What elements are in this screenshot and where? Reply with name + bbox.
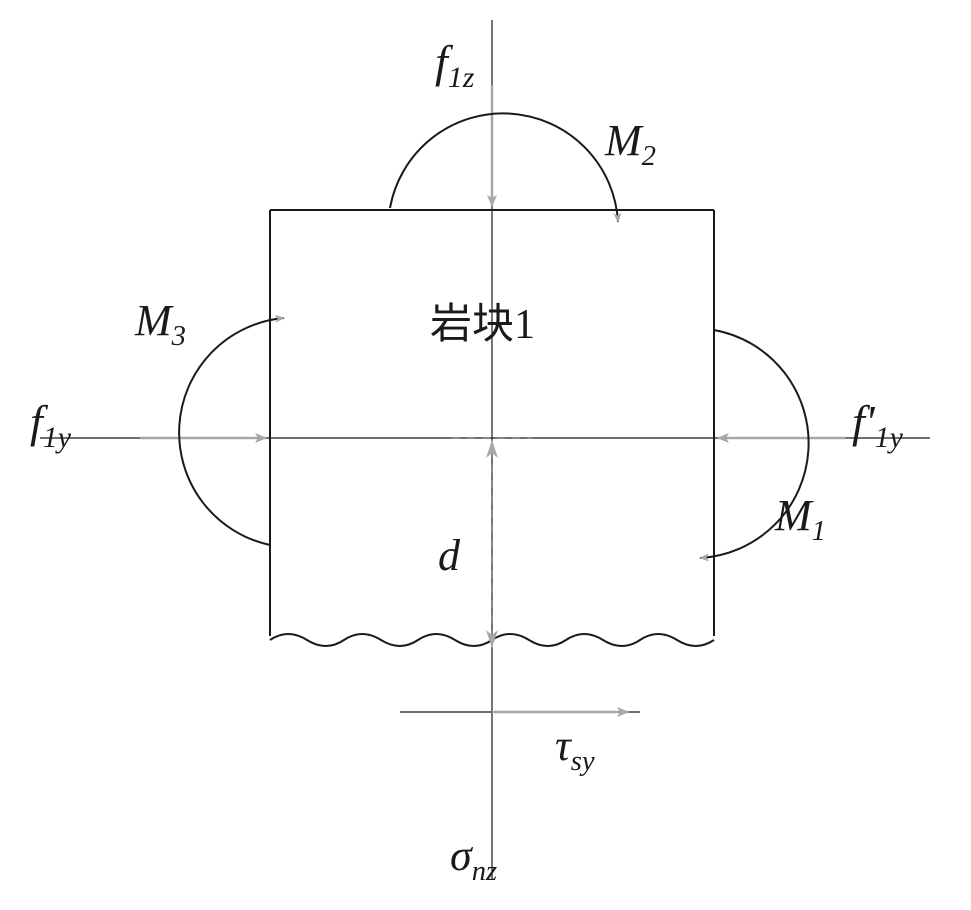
f1z-sym: f <box>435 36 448 87</box>
f1z-sub: 1z <box>448 61 475 94</box>
sigma-sym: σ <box>450 831 472 880</box>
m1-sym: M <box>775 491 812 540</box>
f1yp-sub: 1y <box>875 421 903 454</box>
diagram-canvas <box>0 0 971 910</box>
m2-sym: M <box>605 116 642 165</box>
f1y-sym: f <box>30 396 43 447</box>
block-label-text: 岩块1 <box>430 302 535 348</box>
d-sym: d <box>438 531 460 580</box>
block-label: 岩块1 <box>430 290 535 351</box>
f1y-sub: 1y <box>43 421 71 454</box>
label-sigma-nz: σnz <box>450 830 497 888</box>
f1yp-sym: f' <box>852 396 875 447</box>
label-f1y: f1y <box>30 395 71 455</box>
moment-m2 <box>390 113 618 222</box>
m1-sub: 1 <box>812 516 826 547</box>
label-m2: M2 <box>605 115 656 173</box>
label-f1z: f1z <box>435 35 474 95</box>
label-d: d <box>438 530 460 581</box>
label-f1y-prime: f'1y <box>852 395 903 455</box>
label-tau-sy: τsy <box>555 720 595 778</box>
sigma-sub: nz <box>472 856 497 887</box>
label-m1: M1 <box>775 490 826 548</box>
dimension-d <box>452 438 532 648</box>
moment-m3 <box>179 318 284 545</box>
m3-sym: M <box>135 296 172 345</box>
tau-sym: τ <box>555 721 571 770</box>
label-m3: M3 <box>135 295 186 353</box>
tau-sub: sy <box>571 746 595 777</box>
m3-sub: 3 <box>172 321 186 352</box>
m2-sub: 2 <box>642 141 656 172</box>
